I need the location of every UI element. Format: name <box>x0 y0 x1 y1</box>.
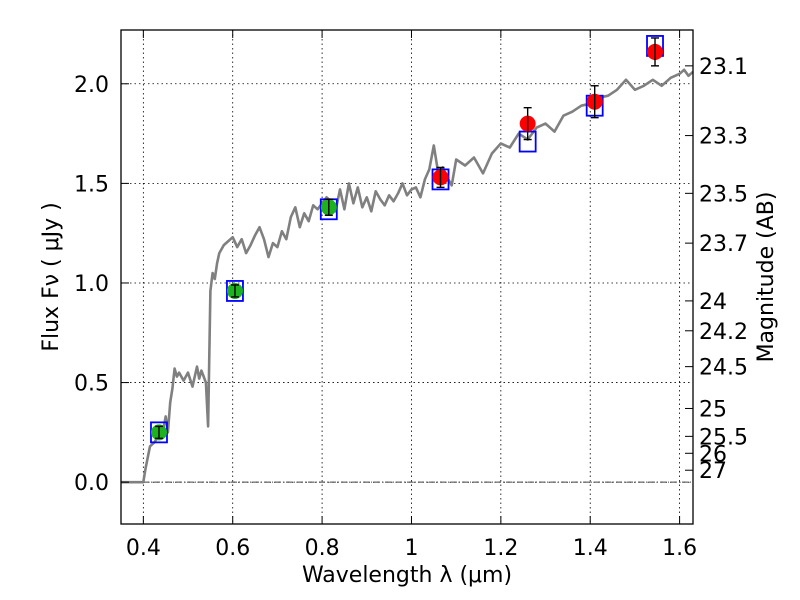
spectrum-line <box>121 68 694 484</box>
y-tick-label: 2.0 <box>74 73 109 98</box>
x-tick-label: 0.4 <box>126 536 161 561</box>
right-tick-label: 24.5 <box>699 356 748 381</box>
x-tick-label: 1.6 <box>662 536 697 561</box>
x-tick-label: 0.6 <box>215 536 250 561</box>
observed-points <box>150 37 664 441</box>
y-axis-label: Flux Fν ( μJy ) <box>39 202 64 351</box>
x-tick-label: 1 <box>404 536 418 561</box>
x-tick-label: 1.2 <box>483 536 518 561</box>
plot-area <box>121 30 693 524</box>
right-tick-label: 23.3 <box>699 125 748 150</box>
right-tick-label: 23.1 <box>699 55 748 80</box>
right-tick-label: 25.5 <box>699 425 748 450</box>
spectrum <box>121 68 694 484</box>
x-tick-label: 1.4 <box>573 536 608 561</box>
y-tick-label: 1.5 <box>74 172 109 197</box>
right-axis-label: Magnitude (AB) <box>754 192 779 363</box>
right-tick-label: 27 <box>699 459 727 484</box>
y-tick-label: 0.5 <box>74 372 109 397</box>
right-tick-label: 25 <box>699 397 727 422</box>
right-tick-label: 26 <box>699 442 727 467</box>
right-tick-label: 24.2 <box>699 320 748 345</box>
right-tick-label: 23.7 <box>699 232 748 257</box>
x-axis-label: Wavelength λ (μm) <box>302 563 512 588</box>
right-tick-label: 23.5 <box>699 182 748 207</box>
y-tick-label: 0.0 <box>74 471 109 496</box>
x-axis-ticks: 0.4 0.6 0.8 1 1.2 1.4 1.6 <box>126 30 697 561</box>
right-tick-label: 24 <box>699 290 727 315</box>
plot-frame <box>120 29 694 525</box>
x-tick-label: 0.8 <box>305 536 340 561</box>
grid <box>121 30 693 524</box>
y-axis-ticks: 0.0 0.5 1.0 1.5 2.0 <box>74 73 129 496</box>
y-tick-label: 1.0 <box>74 272 109 297</box>
